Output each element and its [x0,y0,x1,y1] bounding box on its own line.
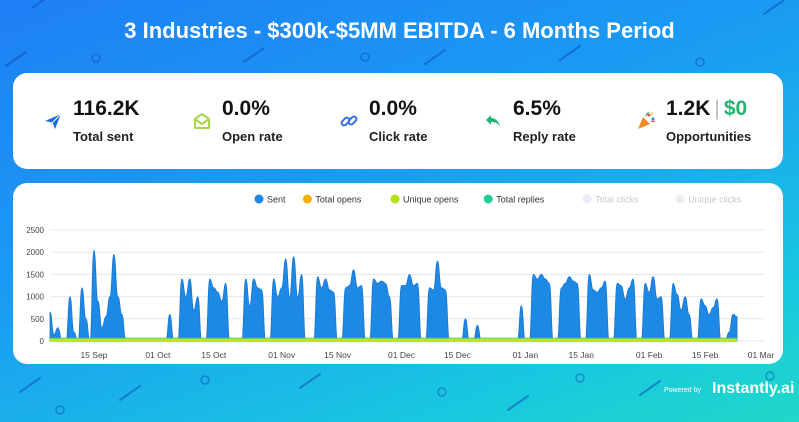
series-unique-opens-area [50,338,738,341]
total-sent-label: Total sent [73,129,134,144]
party-popper-icon [638,111,656,129]
opportunities-separator: | [714,97,720,120]
x-tick-label-11: 01 Mar [748,350,775,360]
paper-plane-icon [45,113,62,129]
opportunities-count: 1.2K [666,97,711,120]
x-tick-label-10: 15 Feb [692,350,719,360]
legend-marker-0 [254,194,264,204]
legend-label-2: Unique opens [403,195,459,205]
y-tick-label-3: 1500 [26,270,44,279]
x-tick-label-4: 15 Nov [324,350,352,360]
x-tick-label-0: 15 Sep [80,350,107,360]
total-sent-value: 116.2K [73,97,140,120]
opportunities-label: Opportunities [666,129,752,144]
x-tick-label-6: 15 Dec [444,350,472,360]
x-tick-label-9: 01 Feb [636,350,663,360]
link-icon [340,115,358,127]
stats-card: 116.2K Total sent 0.0% Open rate 0.0% Cl… [13,73,783,169]
legend-marker-3 [483,194,493,204]
powered-by-text: Powered by [664,387,701,394]
chart-card: Unique clicks Total clicks Total replies Un… [13,183,783,364]
y-tick-label-5: 2500 [26,226,44,235]
x-tick-label-8: 15 Jan [568,350,594,360]
legend-marker-2 [390,194,400,204]
legend-label-1: Total opens [315,195,362,205]
reply-arrow-icon [486,115,500,127]
legend-marker-4 [582,194,592,204]
open-rate-value: 0.0% [222,97,270,120]
legend-label-5: Unique clicks [688,195,742,205]
y-tick-label-2: 1000 [26,293,44,302]
click-rate-value: 0.0% [369,97,417,120]
open-envelope-icon [194,113,210,129]
x-tick-label-2: 15 Oct [201,350,227,360]
legend-marker-5 [675,194,685,204]
x-tick-label-1: 01 Oct [145,350,171,360]
opportunities-value: 1.2K | $0 [666,97,747,121]
x-tick-label-7: 01 Jan [513,350,539,360]
series-sent-area [49,249,738,342]
legend-marker-1 [302,194,312,204]
legend-label-0: Sent [267,195,286,205]
page-title: 3 Industries - $300k-$5MM EBITDA - 6 Mon… [124,18,675,43]
x-tick-label-3: 01 Nov [268,350,296,360]
open-rate-label: Open rate [222,129,283,144]
legend-label-4: Total clicks [595,195,639,205]
opportunities-amount: $0 [723,97,748,120]
brand-logo: Instantly.ai [712,380,795,397]
reply-rate-value: 6.5% [513,97,561,120]
y-tick-label-0: 0 [40,337,45,346]
reply-rate-label: Reply rate [513,129,576,144]
y-tick-label-4: 2000 [26,248,44,257]
analytics-chart: Unique clicks Total clicks Total replies Un… [26,194,775,360]
y-tick-label-1: 500 [31,315,45,324]
x-tick-label-5: 01 Dec [388,350,416,360]
click-rate-label: Click rate [369,129,428,144]
legend-label-3: Total replies [496,195,545,205]
